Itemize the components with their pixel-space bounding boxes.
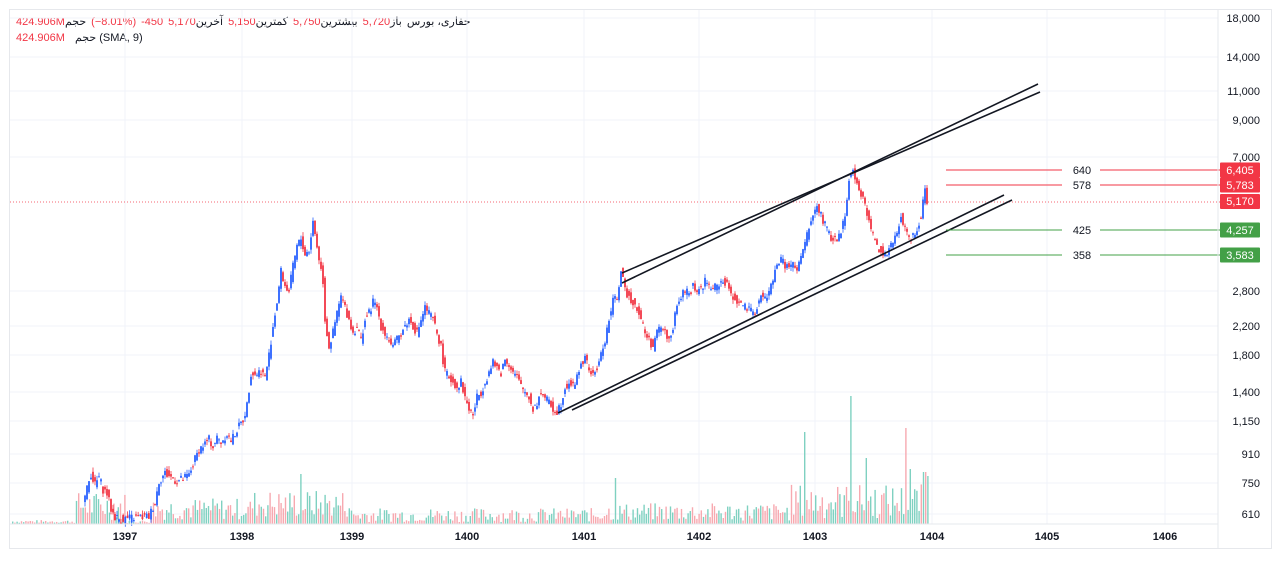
y-tick-label: 610: [1242, 509, 1260, 521]
resistance-level-578[interactable]: 578 5,783: [946, 177, 1260, 193]
high-label: بیشترین: [320, 16, 358, 28]
x-tick-label: 1403: [803, 531, 827, 543]
x-tick-label: 1402: [687, 531, 711, 543]
volume-bars: [12, 396, 929, 524]
x-tick-label: 1404: [920, 531, 945, 543]
x-tick-label: 1401: [572, 531, 596, 543]
close-label: آخرین: [195, 16, 224, 28]
x-tick-label: 1398: [230, 531, 254, 543]
support-level-358[interactable]: 358 3,583: [946, 247, 1260, 263]
level-label: 358: [1073, 250, 1091, 262]
resistance-level-640[interactable]: 640 6,405: [946, 162, 1260, 178]
y-tick-label: 18,000: [1226, 13, 1260, 25]
level-label: 640: [1073, 165, 1091, 177]
level-price-tag: 5,783: [1226, 180, 1254, 192]
volume-label: حجم: [64, 16, 87, 28]
y-tick-label: 910: [1242, 449, 1260, 461]
y-tick-label: 11,000: [1227, 86, 1260, 98]
trend-channel[interactable]: [557, 83, 1041, 414]
channel-line[interactable]: [571, 199, 1013, 411]
level-price-tag: 4,257: [1226, 225, 1254, 237]
symbol-name[interactable]: حفاری، بورس: [406, 16, 471, 28]
last-price-tag: 5,170: [1220, 194, 1260, 209]
channel-line[interactable]: [621, 91, 1041, 274]
x-tick-label: 1399: [340, 531, 364, 543]
y-tick-label: 750: [1242, 478, 1260, 490]
change-value: -450: [141, 16, 164, 28]
chart-frame: [9, 9, 1272, 549]
y-tick-label: 2,800: [1232, 286, 1260, 298]
y-tick-label: 1,800: [1232, 350, 1260, 362]
y-tick-label: 7,000: [1232, 152, 1260, 164]
x-tick-label: 1405: [1035, 531, 1059, 543]
price-axis[interactable]: 18,000 14,000 11,000 9,000 7,000 2,800 2,200 1,…: [1217, 10, 1260, 548]
support-level-425[interactable]: 425 4,257: [946, 222, 1260, 238]
sma-label[interactable]: حجم (SMA, 9): [74, 32, 143, 44]
y-tick-label: 14,000: [1226, 52, 1260, 64]
y-tick-label: 2,200: [1232, 321, 1260, 333]
x-tick-label: 1406: [1153, 531, 1177, 543]
y-tick-label: 1,400: [1232, 387, 1260, 399]
open-value: 5,720: [362, 16, 391, 28]
low-label: کمترین: [255, 16, 289, 28]
last-price-tag-text: 5,170: [1226, 196, 1254, 208]
close-value: 5,170: [168, 16, 196, 28]
level-label: 578: [1073, 180, 1091, 192]
sma-legend-row: حجم (SMA, 9) 424.906M: [16, 30, 471, 46]
grid-lines: [10, 10, 1218, 524]
x-tick-label: 1397: [113, 531, 137, 543]
y-tick-label: 1,150: [1232, 416, 1260, 428]
level-price-tag: 3,583: [1226, 250, 1254, 262]
open-label: باز: [390, 16, 402, 28]
sma-value: 424.906M: [16, 32, 65, 44]
y-tick-label: 9,000: [1232, 115, 1260, 127]
time-axis[interactable]: 1397 1398 1399 1400 1401 1402 1403 1404 1405 1406: [10, 523, 1218, 543]
level-price-tag: 6,405: [1226, 165, 1254, 177]
price-levels[interactable]: 640 6,405 578 5,783 425 4,257 358 3,583: [946, 162, 1260, 263]
volume-value: 424.906M: [16, 16, 65, 28]
high-value: 5,750: [293, 16, 321, 28]
candlesticks: [84, 164, 928, 527]
x-tick-label: 1400: [455, 531, 479, 543]
level-label: 425: [1073, 225, 1091, 237]
channel-line[interactable]: [557, 194, 1005, 414]
